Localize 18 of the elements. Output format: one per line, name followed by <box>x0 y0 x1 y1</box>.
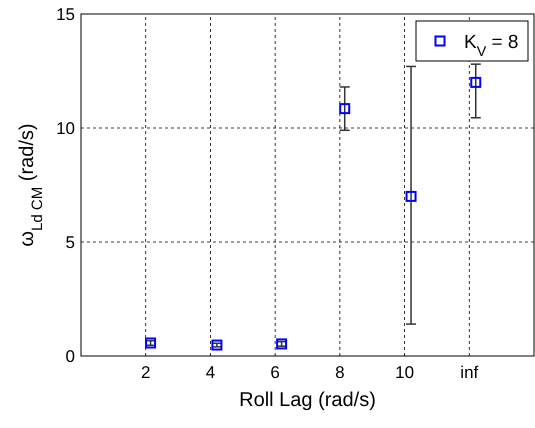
x-tick-label: inf <box>460 363 479 382</box>
point <box>470 76 482 88</box>
point <box>339 103 350 114</box>
point <box>406 190 417 202</box>
point <box>276 338 288 350</box>
point <box>211 340 222 351</box>
x-tick-label: 8 <box>335 363 345 382</box>
y-tick-label: 10 <box>56 119 75 138</box>
y-tick-label: 5 <box>66 233 75 252</box>
legend-label: K$_{V}$ = 8 <box>464 32 518 60</box>
y-tick-label: 15 <box>56 5 75 24</box>
x-axis-title: Roll Lag (rad/s) <box>239 389 376 411</box>
x-tick-label: 4 <box>206 363 216 382</box>
x-tick-label: 6 <box>270 363 280 382</box>
x-tick-label: 2 <box>140 363 150 382</box>
y-tick-label: 0 <box>66 347 75 366</box>
point <box>145 338 156 349</box>
x-tick-label: 10 <box>395 363 414 382</box>
